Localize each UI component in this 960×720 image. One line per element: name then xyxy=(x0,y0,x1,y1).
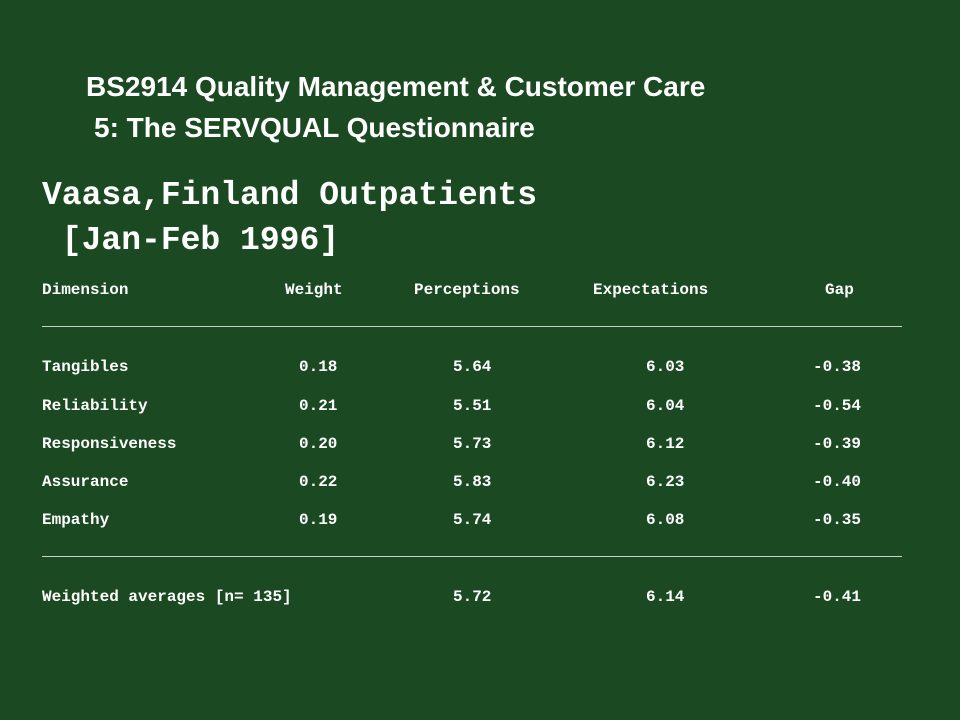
table-row: Assurance 0.22 5.83 6.23 -0.40 xyxy=(42,472,902,492)
perceptions-cell: 5.51 xyxy=(453,397,492,415)
weight-cell: 0.20 xyxy=(299,435,338,453)
table-row: Tangibles 0.18 5.64 6.03 -0.38 xyxy=(42,357,902,377)
summary-perceptions: 5.72 xyxy=(453,588,492,606)
table-header-row: Dimension Weight Perceptions Expectation… xyxy=(42,280,902,300)
gap-cell: -0.35 xyxy=(813,511,862,529)
table-divider-top xyxy=(42,326,902,327)
expectations-cell: 6.03 xyxy=(646,358,685,376)
perceptions-cell: 5.73 xyxy=(453,435,492,453)
expectations-cell: 6.08 xyxy=(646,511,685,529)
expectations-cell: 6.04 xyxy=(646,397,685,415)
dimension-cell: Empathy xyxy=(42,511,110,529)
summary-label: Weighted averages [n= 135] xyxy=(42,588,292,606)
table-row: Empathy 0.19 5.74 6.08 -0.35 xyxy=(42,510,902,530)
weight-cell: 0.18 xyxy=(299,358,338,376)
column-header-expectations: Expectations xyxy=(593,281,709,299)
slide-subtitle: 5: The SERVQUAL Questionnaire xyxy=(94,112,535,143)
column-header-dimension: Dimension xyxy=(42,281,129,299)
gap-cell: -0.38 xyxy=(813,358,862,376)
weight-cell: 0.22 xyxy=(299,473,338,491)
dimension-cell: Reliability xyxy=(42,397,148,415)
study-period: [Jan-Feb 1996] xyxy=(42,222,340,259)
table-divider-bottom xyxy=(42,556,902,557)
perceptions-cell: 5.83 xyxy=(453,473,492,491)
expectations-cell: 6.12 xyxy=(646,435,685,453)
summary-gap: -0.41 xyxy=(813,588,862,606)
summary-row: Weighted averages [n= 135] 5.72 6.14 -0.… xyxy=(42,587,902,607)
slide-title: BS2914 Quality Management & Customer Car… xyxy=(86,71,706,102)
weight-cell: 0.21 xyxy=(299,397,338,415)
table-row: Reliability 0.21 5.51 6.04 -0.54 xyxy=(42,396,902,416)
weight-cell: 0.19 xyxy=(299,511,338,529)
expectations-cell: 6.23 xyxy=(646,473,685,491)
dimension-cell: Responsiveness xyxy=(42,435,177,453)
gap-cell: -0.40 xyxy=(813,473,862,491)
dimension-cell: Tangibles xyxy=(42,358,129,376)
gap-cell: -0.39 xyxy=(813,435,862,453)
summary-expectations: 6.14 xyxy=(646,588,685,606)
column-header-perceptions: Perceptions xyxy=(414,281,520,299)
dimension-cell: Assurance xyxy=(42,473,129,491)
gap-cell: -0.54 xyxy=(813,397,862,415)
study-title: Vaasa,Finland Outpatients xyxy=(42,177,538,214)
column-header-weight: Weight xyxy=(285,281,343,299)
perceptions-cell: 5.74 xyxy=(453,511,492,529)
perceptions-cell: 5.64 xyxy=(453,358,492,376)
column-header-gap: Gap xyxy=(825,281,854,299)
table-row: Responsiveness 0.20 5.73 6.12 -0.39 xyxy=(42,434,902,454)
